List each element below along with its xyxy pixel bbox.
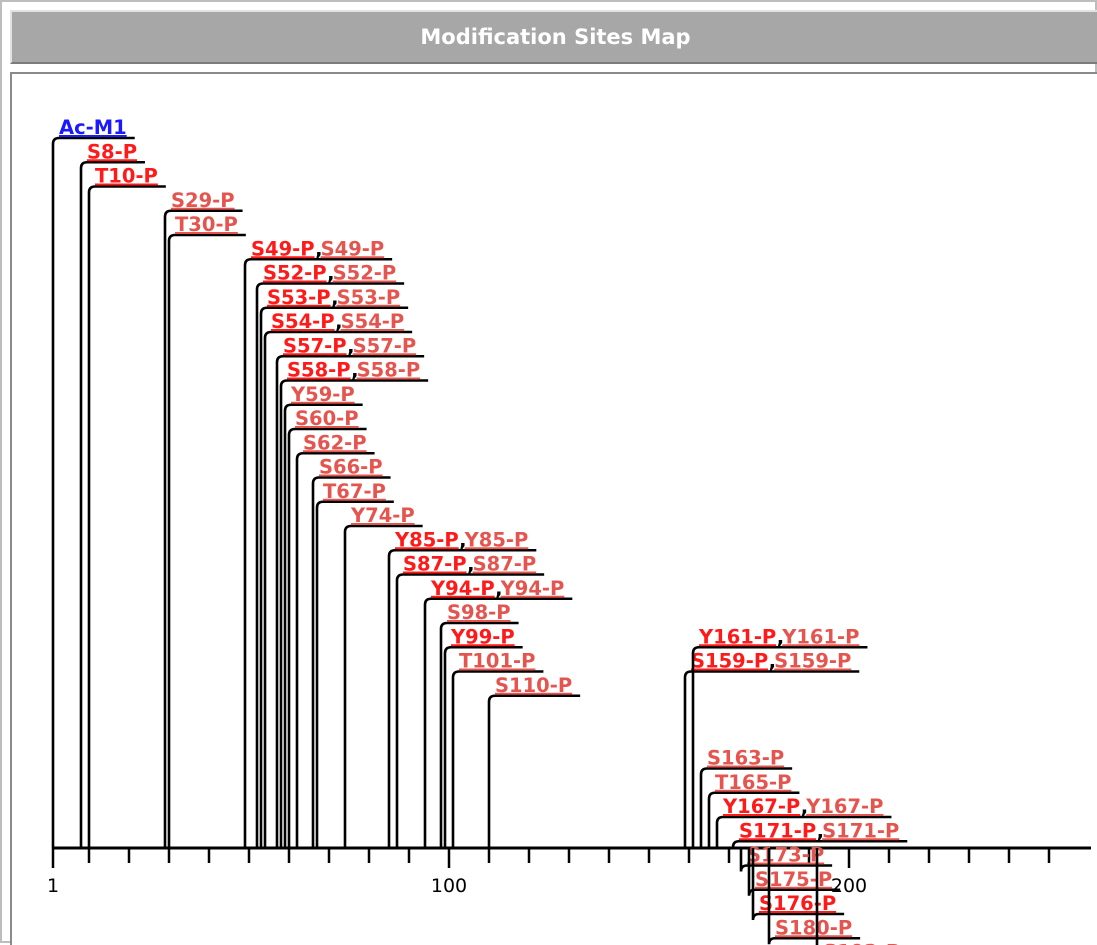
site-connector-line	[165, 211, 243, 848]
site-label: Y161-P	[781, 625, 859, 648]
site-label: S87-P	[403, 553, 467, 576]
site-label: S53-P	[337, 286, 401, 309]
site-connector-line	[89, 187, 166, 849]
site-label: S58-P	[287, 359, 351, 382]
site-label: T101-P	[459, 650, 535, 673]
site-connector-line	[169, 235, 246, 848]
site-label: Y85-P	[394, 528, 459, 551]
axis-tick-label: 100	[431, 875, 467, 897]
site-label: Y161-P	[698, 625, 776, 648]
site-connector-line	[53, 138, 135, 848]
site-label: S163-P	[707, 747, 784, 770]
site-label: Ac-M1	[59, 116, 127, 139]
site-connector-line	[317, 502, 394, 848]
site-label: Y167-P	[805, 795, 883, 818]
site-label: S66-P	[319, 456, 383, 479]
site-connector-line	[313, 478, 391, 849]
site-label: S171-P	[739, 819, 816, 842]
site-label: S176-P	[759, 892, 836, 915]
site-label: Y167-P	[722, 795, 800, 818]
site-label: S159-P	[691, 650, 768, 673]
site-label: S171-P	[822, 819, 899, 842]
site-connector-line	[81, 162, 145, 848]
site-label: S173-P	[747, 844, 824, 867]
site-label: T67-P	[323, 480, 386, 503]
site-label: S58-P	[357, 359, 421, 382]
site-label: S110-P	[495, 674, 572, 697]
site-connector-line	[489, 696, 580, 848]
site-label: S29-P	[171, 189, 235, 212]
site-label: Y99-P	[450, 625, 515, 648]
site-label: S87-P	[473, 553, 537, 576]
site-label: S49-P	[321, 237, 385, 260]
site-label: S57-P	[283, 334, 347, 357]
site-label: S98-P	[447, 601, 511, 624]
site-label: Y74-P	[350, 504, 415, 527]
axis-tick-label: 200	[831, 875, 867, 897]
site-label: S57-P	[353, 334, 417, 357]
site-label: S53-P	[267, 286, 331, 309]
site-label: Y59-P	[290, 383, 355, 406]
site-label: S49-P	[251, 237, 315, 260]
site-connector-line	[453, 672, 543, 849]
site-label: S52-P	[263, 262, 327, 285]
site-label: T30-P	[175, 213, 238, 236]
site-label: S52-P	[333, 262, 397, 285]
site-label: S54-P	[271, 310, 335, 333]
site-label: Y85-P	[464, 528, 529, 551]
site-label: S175-P	[755, 868, 832, 891]
site-label: Y94-P	[430, 577, 495, 600]
site-label: T10-P	[95, 165, 158, 188]
site-label: T165-P	[715, 771, 791, 794]
site-label: S62-P	[303, 431, 367, 454]
axis-tick-label: 1	[47, 875, 59, 897]
site-label: S60-P	[295, 407, 359, 430]
site-label: Y94-P	[500, 577, 565, 600]
site-label: S180-P	[775, 916, 852, 939]
site-label: S8-P	[87, 140, 137, 163]
site-label: S54-P	[341, 310, 405, 333]
site-label: S159-P	[774, 650, 851, 673]
